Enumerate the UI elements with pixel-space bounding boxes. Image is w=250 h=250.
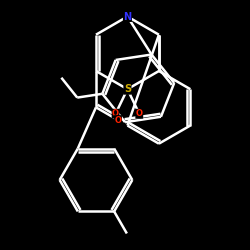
Text: N: N [123, 12, 132, 22]
Text: O: O [136, 109, 143, 118]
Text: O: O [112, 109, 119, 118]
Text: O: O [114, 116, 121, 124]
Text: S: S [124, 84, 131, 94]
